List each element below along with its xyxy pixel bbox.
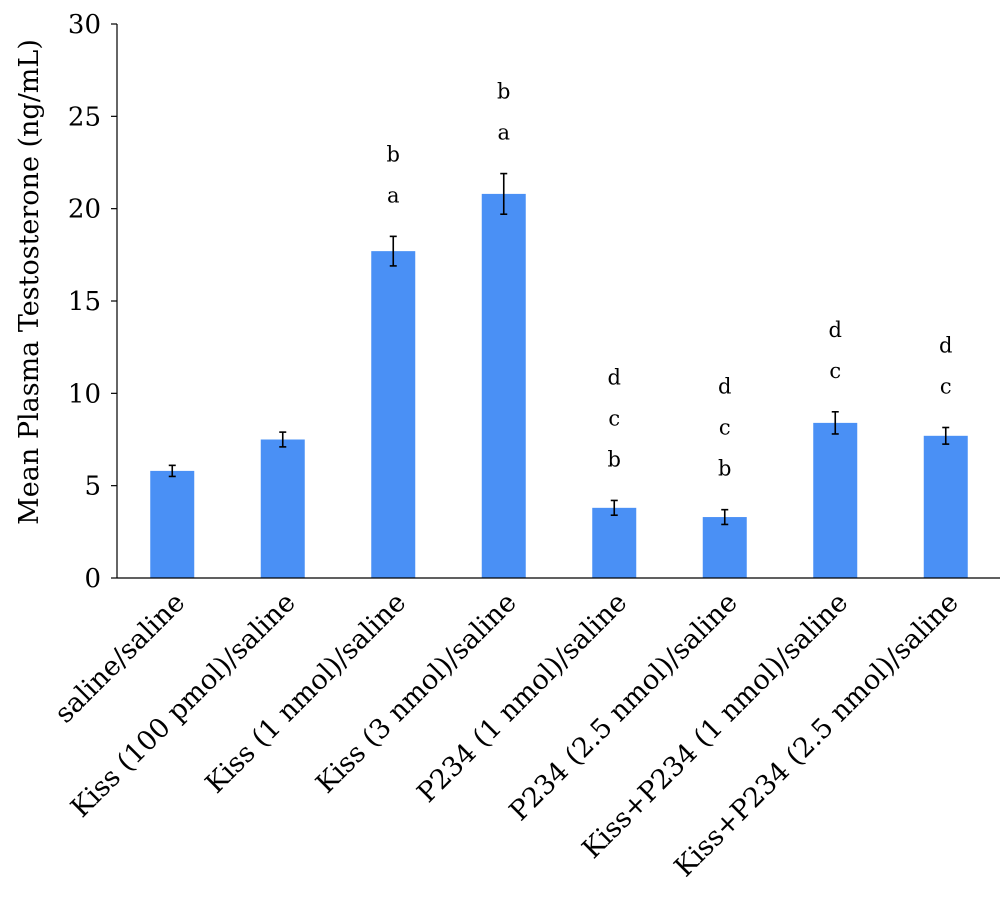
y-tick-label: 0 (84, 564, 101, 594)
significance-letter: d (829, 318, 842, 342)
error-bars-group (168, 172, 950, 526)
significance-letter: a (497, 121, 510, 145)
y-tick-label: 15 (68, 287, 101, 317)
x-tick-label: P234 (1 nmol)/saline (411, 587, 633, 809)
bar (371, 251, 416, 578)
y-axis-label: Mean Plasma Testosterone (ng/mL) (14, 39, 45, 525)
x-tick-label: P234 (2.5 nmol)/saline (504, 587, 744, 827)
bars-group (150, 193, 968, 579)
bar (260, 439, 305, 578)
significance-letter: c (608, 406, 620, 430)
y-tick-label: 30 (68, 10, 101, 40)
significance-letter: c (829, 359, 841, 383)
bar (923, 435, 968, 578)
y-tick-label: 5 (84, 472, 101, 502)
bar (813, 422, 858, 578)
significance-letter: b (497, 80, 510, 104)
significance-letter: c (719, 416, 731, 440)
y-tick-label: 10 (68, 379, 101, 409)
significance-letter: d (718, 375, 731, 399)
y-tick-label: 20 (68, 195, 101, 225)
x-tick-label: Kiss (3 nmol)/saline (310, 587, 522, 799)
significance-letter: a (387, 183, 400, 207)
bar (481, 193, 526, 579)
significance-letter: b (387, 142, 400, 166)
significance-letter: b (718, 457, 731, 481)
bar (702, 517, 747, 578)
y-axis-ticks: 0 5 10 15 20 25 30 (68, 10, 117, 594)
significance-letter: c (940, 374, 952, 398)
y-tick-label: 25 (68, 102, 101, 132)
significance-letter: d (608, 365, 621, 389)
significance-letter: b (608, 447, 621, 471)
significance-letter: d (939, 333, 952, 357)
x-tick-label: Kiss (100 pmol)/saline (65, 587, 302, 824)
x-tick-label: Kiss (1 nmol)/saline (200, 587, 412, 799)
bar (150, 470, 195, 578)
bar (592, 507, 637, 578)
